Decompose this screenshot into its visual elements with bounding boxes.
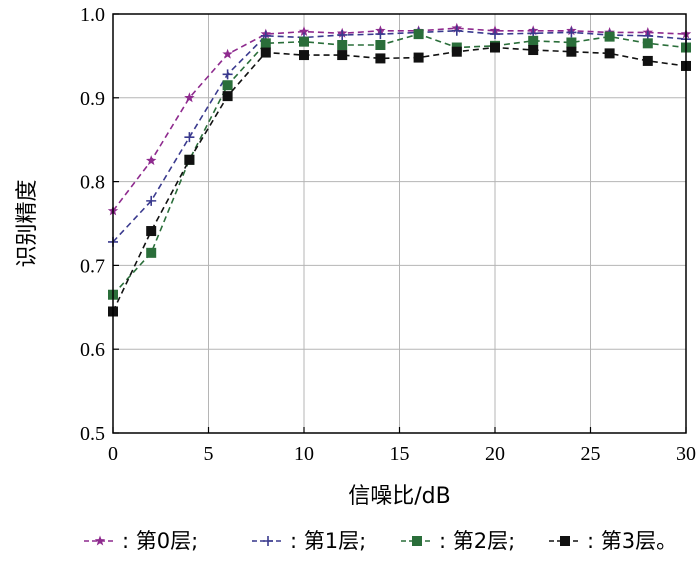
grid — [113, 14, 686, 433]
legend-label: : 第1层; — [290, 529, 366, 553]
legend: : 第0层; : 第1层; : 第2层; : 第3层。 — [84, 529, 677, 553]
data-point — [528, 45, 539, 56]
y-tick-label: 1.0 — [80, 4, 105, 26]
data-point — [604, 31, 615, 42]
data-point — [145, 155, 157, 166]
legend-marker — [263, 536, 273, 546]
data-point — [375, 29, 386, 40]
legend-marker — [560, 536, 570, 546]
data-point — [222, 91, 233, 102]
data-point — [184, 132, 195, 143]
series-line — [112, 29, 687, 243]
data-point — [490, 42, 500, 53]
y-axis-label: 识别精度 — [15, 179, 40, 267]
y-tick-label: 0.7 — [80, 255, 105, 277]
data-point — [604, 48, 615, 59]
series-line — [112, 33, 687, 296]
data-point — [566, 37, 577, 48]
data-point — [184, 92, 195, 103]
x-tick-label: 10 — [294, 443, 314, 465]
series-layer — [107, 22, 692, 317]
data-point — [222, 69, 233, 80]
legend-label: : 第2层; — [439, 529, 515, 553]
legend-item-1: : 第1层; — [252, 529, 366, 553]
data-point — [299, 50, 309, 61]
data-point — [184, 154, 195, 165]
data-point — [566, 27, 577, 38]
legend-item-0: : 第0层; — [84, 529, 198, 553]
y-tick-label: 0.5 — [80, 423, 105, 445]
x-tick-label: 0 — [108, 443, 118, 465]
data-point — [642, 55, 653, 66]
data-point — [146, 226, 157, 237]
data-point — [146, 247, 157, 258]
data-point — [260, 38, 271, 49]
data-point — [146, 195, 157, 206]
y-tick-label: 0.6 — [80, 339, 105, 361]
legend-marker — [94, 535, 106, 546]
data-point — [451, 46, 462, 57]
ticks: 0 5 10 15 20 25 30 0.5 0.6 0.7 0.8 0.9 1.0 — [80, 4, 696, 465]
data-point — [337, 40, 348, 51]
data-point — [337, 29, 348, 40]
series-line — [112, 27, 687, 212]
data-point — [260, 47, 271, 58]
x-tick-label: 25 — [581, 443, 601, 465]
y-tick-label: 0.9 — [80, 88, 105, 110]
data-point — [490, 29, 500, 40]
legend-marker — [412, 536, 422, 546]
data-point — [299, 36, 309, 47]
data-point — [451, 25, 462, 36]
x-tick-label: 15 — [390, 443, 410, 465]
data-point — [222, 48, 233, 59]
x-tick-label: 20 — [485, 443, 505, 465]
data-point — [375, 53, 386, 64]
x-tick-label: 30 — [676, 443, 696, 465]
data-point — [337, 50, 348, 61]
data-point — [413, 29, 424, 40]
y-tick-label: 0.8 — [80, 172, 105, 194]
data-point — [375, 40, 386, 51]
data-point — [413, 52, 424, 63]
legend-item-2: : 第2层; — [401, 529, 515, 553]
legend-label: : 第0层; — [122, 529, 198, 553]
data-point — [222, 80, 233, 91]
x-axis-label: 信噪比/dB — [348, 484, 450, 509]
legend-item-3: : 第3层。 — [549, 529, 677, 553]
data-point — [528, 35, 539, 46]
data-point — [298, 26, 310, 37]
data-point — [566, 46, 577, 57]
x-tick-label: 5 — [204, 443, 214, 465]
data-point — [642, 38, 653, 49]
legend-label: : 第3层。 — [587, 529, 677, 553]
